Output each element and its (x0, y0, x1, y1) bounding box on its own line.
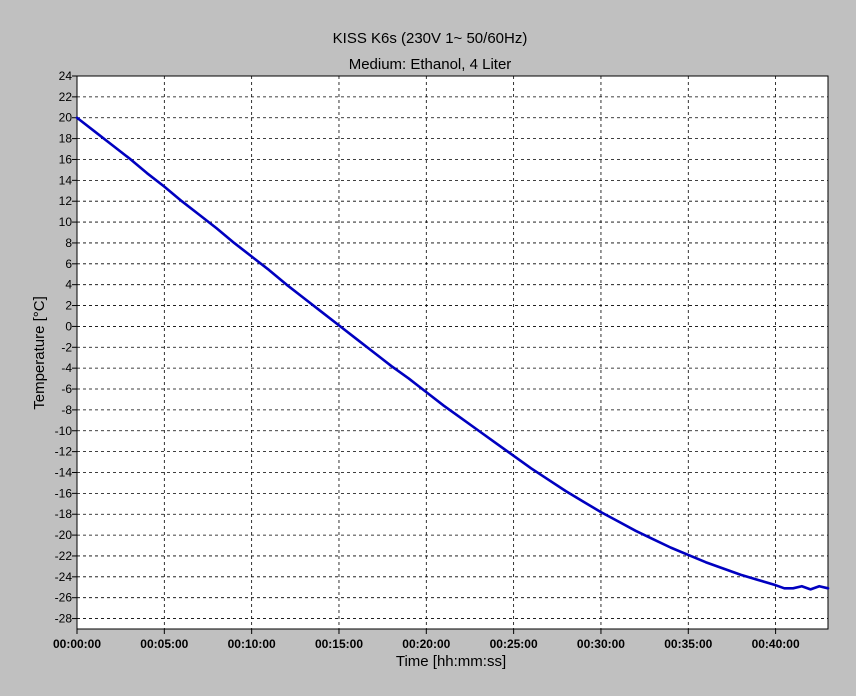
y-tick-label: -24 (55, 570, 73, 584)
y-tick-label: 12 (59, 194, 73, 208)
x-tick-label: 00:10:00 (228, 637, 276, 651)
x-tick-label: 00:20:00 (402, 637, 450, 651)
y-tick-label: 14 (59, 173, 73, 187)
x-tick-label: 00:40:00 (752, 637, 800, 651)
y-tick-label: 0 (65, 319, 72, 333)
x-tick-label: 00:15:00 (315, 637, 363, 651)
x-axis-ticks: 00:00:00 00:05:00 00:10:00 00:15:00 00:20:00… (53, 629, 800, 651)
y-tick-label: -8 (61, 403, 72, 417)
x-axis-label: Time [hh:mm:ss] (396, 653, 506, 670)
y-tick-label: -18 (55, 507, 73, 521)
y-tick-label: 10 (59, 215, 73, 229)
x-tick-label: 00:30:00 (577, 637, 625, 651)
y-axis-ticks: 242220181614121086420-2-4-6-8-10-12-14-1… (55, 69, 77, 626)
y-tick-label: 20 (59, 111, 73, 125)
y-tick-label: 16 (59, 152, 73, 166)
y-tick-label: 22 (59, 90, 73, 104)
x-tick-label: 00:00:00 (53, 637, 101, 651)
y-tick-label: 8 (65, 236, 72, 250)
y-tick-label: 6 (65, 257, 72, 271)
y-tick-label: 4 (65, 278, 72, 292)
y-axis-label: Temperature [°C] (31, 296, 48, 410)
grid-lines (77, 75, 828, 629)
plot-area (76, 75, 829, 630)
y-tick-label: -4 (61, 361, 72, 375)
y-tick-label: -6 (61, 382, 72, 396)
chart-subtitle: Medium: Ethanol, 4 Liter (349, 56, 512, 73)
x-tick-label: 00:05:00 (140, 637, 188, 651)
chart-title: KISS K6s (230V 1~ 50/60Hz) (333, 30, 528, 47)
temperature-series-line (75, 116, 830, 591)
y-tick-label: -16 (55, 486, 73, 500)
y-tick-label: -22 (55, 549, 73, 563)
y-tick-label: -28 (55, 612, 73, 626)
y-tick-label: -10 (55, 424, 73, 438)
series-layer (75, 116, 830, 591)
y-tick-label: -26 (55, 591, 73, 605)
x-tick-label: 00:25:00 (490, 637, 538, 651)
y-tick-label: -12 (55, 445, 73, 459)
y-tick-label: 24 (59, 69, 73, 83)
y-tick-label: 2 (65, 299, 72, 313)
y-tick-label: -2 (61, 340, 72, 354)
x-tick-label: 00:35:00 (664, 637, 712, 651)
y-tick-label: -20 (55, 528, 73, 542)
y-tick-label: -14 (55, 465, 73, 479)
y-tick-label: 18 (59, 132, 73, 146)
